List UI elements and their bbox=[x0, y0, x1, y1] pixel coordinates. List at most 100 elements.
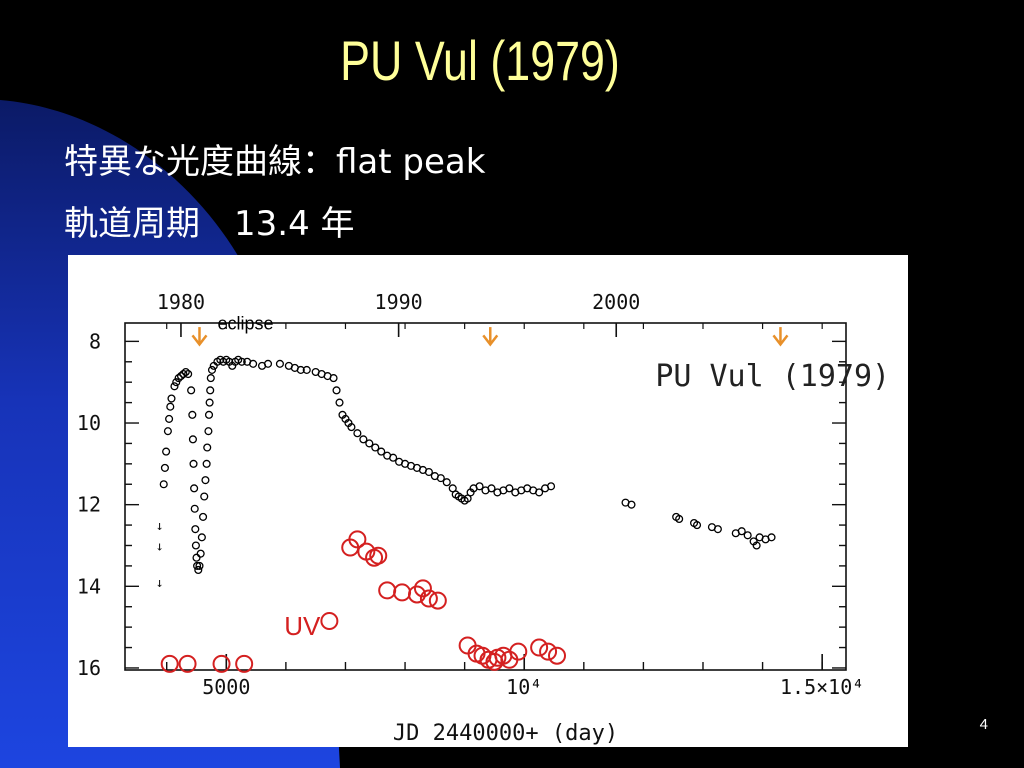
upper-limit-arrow: ↓ bbox=[156, 519, 164, 534]
optical-data-point bbox=[546, 482, 556, 491]
uv-data-point bbox=[348, 530, 367, 549]
optical-data-point bbox=[206, 374, 215, 383]
optical-data-point bbox=[188, 435, 197, 444]
optical-data-point bbox=[204, 427, 213, 436]
upper-limit-arrow: ↓ bbox=[156, 576, 164, 591]
optical-data-point bbox=[174, 374, 183, 383]
optical-data-point bbox=[205, 398, 214, 407]
upper-limit-arrow: ↓ bbox=[156, 539, 164, 554]
optical-data-point bbox=[389, 453, 398, 462]
optical-data-point bbox=[535, 488, 544, 497]
x-axis-label: JD 2440000+ (day) bbox=[393, 721, 618, 746]
uv-data-point bbox=[530, 638, 549, 657]
optical-data-point bbox=[190, 484, 199, 493]
optical-data-point bbox=[165, 414, 174, 423]
optical-data-point bbox=[296, 365, 305, 374]
uv-data-point bbox=[419, 589, 438, 608]
optical-data-point bbox=[627, 500, 636, 509]
optical-data-point bbox=[188, 410, 197, 419]
bullet-orbital-period: 軌道周期 13.4 年 bbox=[64, 204, 355, 244]
optical-data-point bbox=[713, 525, 722, 534]
optical-data-point bbox=[194, 565, 203, 575]
optical-data-point bbox=[371, 443, 380, 452]
uv-data-point bbox=[428, 591, 447, 610]
optical-data-point bbox=[737, 527, 746, 536]
top-axis-year-label: 2000 bbox=[592, 290, 640, 314]
light-curve-figure: 5000 10⁴ 1.5×10⁴ 1980 1990 2000 8 10 12 14 16 JD 24… bbox=[68, 255, 908, 747]
optical-data-point bbox=[365, 439, 374, 448]
uv-data-point bbox=[178, 654, 197, 673]
uv-data-point bbox=[378, 581, 397, 600]
optical-data-point bbox=[335, 398, 344, 407]
uv-data-point bbox=[509, 642, 528, 661]
optical-data-point bbox=[436, 474, 445, 483]
optical-data-point bbox=[191, 525, 200, 534]
x-tick-label: 10⁴ bbox=[506, 675, 542, 699]
optical-data-point bbox=[475, 482, 484, 491]
optical-data-point bbox=[170, 382, 179, 391]
optical-data-point bbox=[202, 459, 211, 468]
x-tick-label: 5000 bbox=[202, 675, 250, 699]
optical-data-point bbox=[184, 369, 193, 379]
optical-data-point bbox=[181, 367, 190, 377]
optical-data-point bbox=[359, 435, 368, 444]
uv-data-point bbox=[407, 585, 426, 604]
uv-data-point bbox=[413, 579, 432, 598]
top-axis-year-label: 1980 bbox=[157, 290, 205, 314]
uv-data-point bbox=[212, 654, 231, 673]
optical-data-point bbox=[249, 359, 258, 368]
x-tick-label: 1.5×10⁴ bbox=[780, 675, 864, 699]
optical-data-point bbox=[442, 478, 451, 487]
optical-data-point bbox=[332, 386, 341, 395]
optical-data-point bbox=[201, 476, 210, 485]
optical-data-point bbox=[176, 372, 186, 381]
page-number: 4 bbox=[979, 716, 988, 733]
uv-data-point bbox=[548, 646, 567, 665]
optical-data-point bbox=[275, 359, 284, 368]
bullet-light-curve: 特異な光度曲線：flat peak bbox=[64, 142, 486, 182]
plot-frame bbox=[124, 322, 847, 671]
optical-data-point bbox=[200, 492, 209, 501]
uv-annotation: UV bbox=[284, 611, 321, 641]
optical-data-point bbox=[193, 561, 202, 570]
optical-data-point bbox=[179, 369, 188, 379]
y-tick-label: 14 bbox=[77, 574, 101, 598]
optical-data-point bbox=[353, 429, 362, 438]
optical-data-point bbox=[190, 504, 199, 513]
optical-data-point bbox=[347, 423, 356, 432]
y-tick-label: 10 bbox=[77, 411, 101, 435]
optical-data-point bbox=[163, 427, 172, 436]
uv-data-point bbox=[393, 583, 412, 602]
optical-data-point bbox=[187, 386, 196, 395]
optical-data-point bbox=[302, 365, 311, 374]
optical-data-point bbox=[377, 447, 386, 456]
optical-data-point bbox=[237, 357, 246, 366]
optical-data-point bbox=[692, 521, 702, 530]
optical-data-point bbox=[206, 386, 215, 395]
optical-data-point bbox=[160, 463, 169, 472]
optical-data-point bbox=[204, 410, 214, 419]
optical-data-point bbox=[487, 484, 496, 493]
optical-data-point bbox=[329, 374, 338, 383]
eclipse-arrow-head bbox=[191, 334, 208, 347]
light-curve-chart: 5000 10⁴ 1.5×10⁴ 1980 1990 2000 8 10 12 14 16 JD 24… bbox=[77, 290, 890, 746]
y-tick-label: 12 bbox=[77, 493, 101, 517]
eclipse-arrow-head bbox=[772, 334, 789, 347]
optical-data-point bbox=[191, 541, 200, 550]
optical-data-point bbox=[196, 549, 205, 558]
optical-data-point bbox=[424, 467, 433, 477]
optical-data-point bbox=[189, 459, 198, 468]
optical-data-point bbox=[203, 443, 212, 452]
optical-data-point bbox=[197, 533, 206, 542]
uv-data-point bbox=[235, 654, 254, 673]
optical-data-point bbox=[675, 514, 684, 524]
optical-data-point bbox=[199, 512, 208, 521]
optical-data-point bbox=[207, 365, 217, 374]
optical-data-point bbox=[743, 531, 752, 540]
eclipse-arrow-head bbox=[482, 334, 499, 347]
uv-data-point bbox=[320, 612, 339, 631]
optical-data-point bbox=[263, 359, 273, 368]
optical-data-point bbox=[505, 484, 514, 493]
eclipse-annotation: eclipse bbox=[217, 313, 273, 333]
optical-data-point bbox=[162, 447, 171, 456]
